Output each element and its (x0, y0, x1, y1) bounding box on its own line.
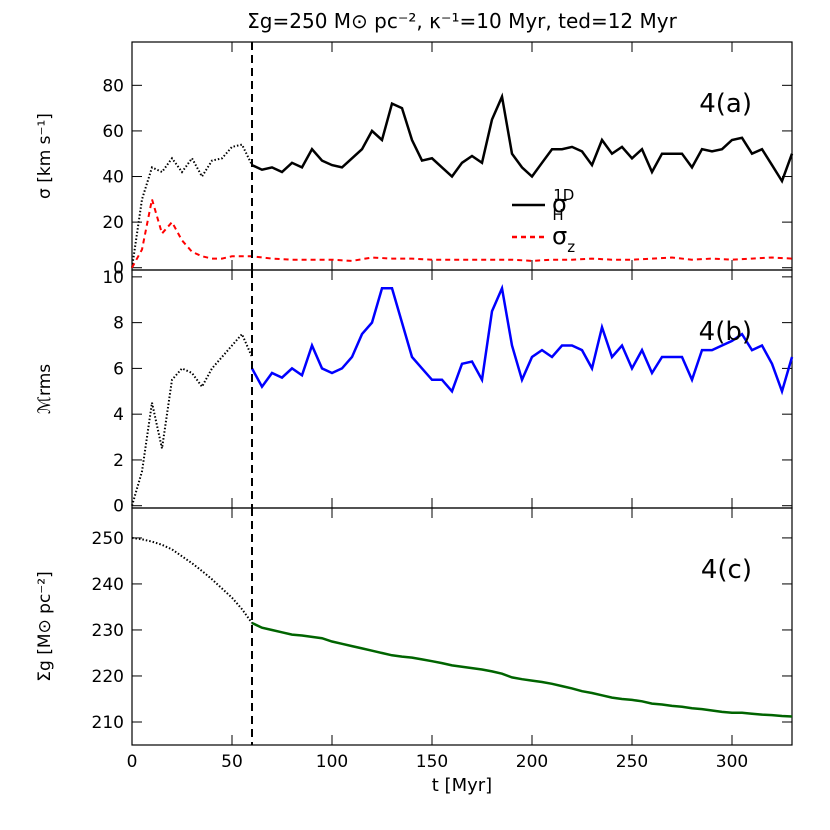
legend-sub: z (567, 238, 575, 256)
data-line (251, 621, 793, 718)
y-axis-label: Σg [M⊙ pc⁻²] (35, 571, 55, 681)
y-tick-label: 6 (113, 359, 124, 379)
annotation: 4(a) (699, 89, 752, 119)
y-axis-label: σ [km s⁻¹] (35, 113, 55, 199)
data-line (251, 92, 794, 184)
y-tick-label: 40 (102, 168, 124, 188)
data-line (250, 283, 794, 396)
x-tick-label: 250 (616, 752, 648, 772)
plot-frame (131, 269, 793, 509)
y-tick-label: 2 (113, 451, 124, 471)
y-tick-label: 240 (92, 575, 124, 595)
annotation: 4(b) (699, 317, 752, 347)
legend-sub: H (552, 206, 563, 224)
x-tick-label: 300 (716, 752, 748, 772)
y-tick-label: 0 (113, 497, 124, 517)
x-tick-label: 200 (516, 752, 548, 772)
y-tick-label: 20 (102, 213, 124, 233)
x-axis-label: t [Myr] (432, 775, 492, 796)
y-tick-label: 220 (92, 667, 124, 687)
y-tick-label: 210 (92, 713, 124, 733)
annotation: 4(c) (701, 555, 752, 585)
data-line (131, 332, 253, 506)
legend-label: σ1D H (552, 186, 574, 224)
y-tick-label: 10 (102, 268, 124, 288)
legend-sup: 1D (553, 186, 574, 204)
legend-name: σ (552, 190, 567, 218)
plot-frame (131, 507, 793, 746)
x-tick-label: 100 (316, 752, 348, 772)
y-tick-label: 250 (92, 529, 124, 549)
x-tick-label: 0 (127, 752, 138, 772)
x-tick-label: 150 (416, 752, 448, 772)
y-tick-label: 80 (102, 76, 124, 96)
y-tick-label: 60 (102, 122, 124, 142)
data-line (131, 143, 253, 268)
y-tick-label: 0 (113, 259, 124, 279)
y-tick-label: 4 (113, 405, 124, 425)
x-tick-label: 50 (221, 752, 243, 772)
y-tick-label: 8 (113, 314, 124, 334)
plot-frame (131, 41, 793, 271)
chart-title: Σg=250 M⊙ pc⁻², κ⁻¹=10 Myr, ted=12 Myr (247, 9, 677, 33)
data-line (131, 199, 793, 269)
data-line (131, 536, 253, 624)
legend-name: σ (552, 222, 567, 250)
y-axis-label: ℳrms (35, 364, 55, 414)
y-tick-label: 230 (92, 621, 124, 641)
legend-label: σz (552, 222, 575, 256)
